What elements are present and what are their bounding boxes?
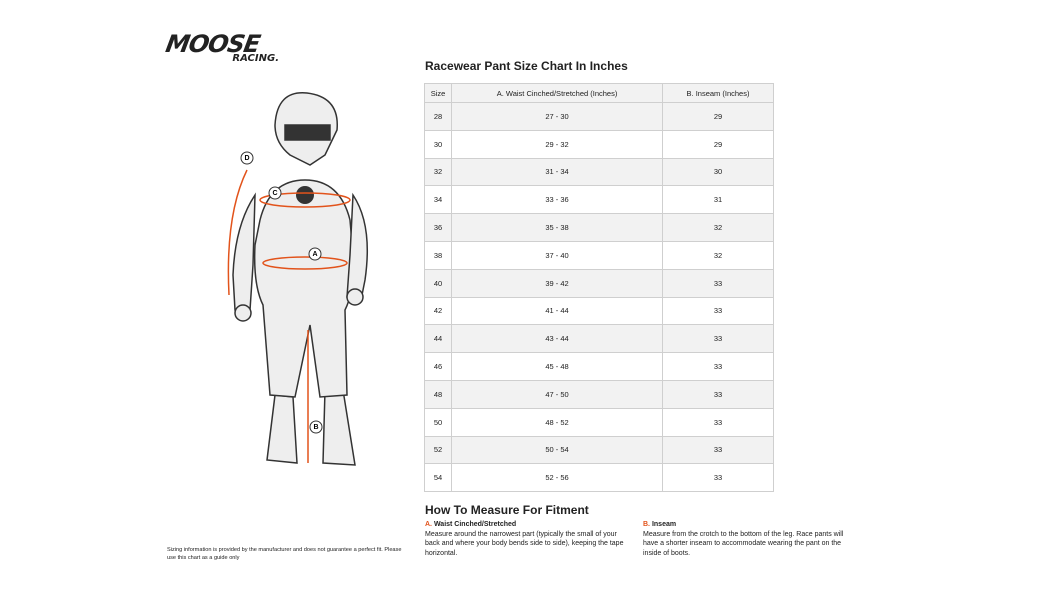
table-cell: 52 (423, 435, 453, 465)
table-row: 50 48 - 52 33 (423, 407, 774, 437)
table-cell: 39 - 42 (451, 268, 664, 298)
label-b: B (313, 424, 318, 431)
table-cell: 40 (423, 268, 453, 298)
table-cell: 33 (662, 379, 774, 409)
table-cell: 33 (662, 407, 774, 437)
table-row: 40 39 - 42 33 (423, 268, 774, 298)
table-row: 48 47 - 50 33 (423, 379, 774, 409)
rider-illustration: A B C D (227, 92, 369, 466)
size-table: Size A. Waist Cinched/Stretched (Inches) B… (423, 83, 774, 493)
fitment-title: How To Measure For Fitment (425, 503, 589, 517)
table-cell: 31 - 34 (451, 157, 664, 187)
table-cell: 43 - 44 (451, 324, 664, 354)
table-cell: 33 (662, 268, 774, 298)
table-cell: 46 (423, 352, 453, 381)
disclaimer: Sizing information is provided by the ma… (167, 547, 402, 561)
item-text: Measure around the narrowest part (typic… (425, 530, 624, 557)
table-cell: 47 - 50 (451, 379, 664, 409)
table-row: 44 43 - 44 33 (423, 324, 774, 354)
table-cell: 33 (662, 296, 774, 326)
table-cell: 38 (423, 240, 453, 270)
table-cell: 37 - 40 (451, 240, 664, 270)
item-heading: A. Waist Cinched/Stretched (425, 520, 630, 530)
table-cell: 33 - 36 (451, 185, 664, 215)
header-cell: B. Inseam (Inches) (662, 83, 774, 103)
table-cell: 36 (423, 213, 453, 242)
table-cell: 33 (662, 435, 774, 465)
table-row: 34 33 - 36 31 (423, 185, 774, 215)
table-cell: 32 (662, 240, 774, 270)
logo-sub: RACING. (232, 53, 279, 64)
table-row: 42 41 - 44 33 (423, 296, 774, 326)
table-cell: 33 (662, 324, 774, 354)
table-cell: 33 (662, 463, 774, 493)
table-row: 38 37 - 40 32 (423, 240, 774, 270)
table-row: 52 50 - 54 33 (423, 435, 774, 465)
table-cell: 45 - 48 (451, 352, 664, 381)
header-cell: Size (423, 83, 453, 103)
table-cell: 50 - 54 (451, 435, 664, 465)
fitment-item: B. Inseam Measure from the crotch to the … (643, 520, 848, 558)
table-row: 30 29 - 32 29 (423, 129, 774, 159)
table-body: 28 27 - 30 29 30 29 - 32 29 32 31 - 34 30 34 33 - … (423, 102, 774, 493)
label-d: D (244, 155, 249, 162)
table-row: 32 31 - 34 30 (423, 157, 774, 187)
fitment-item: A. Waist Cinched/Stretched Measure around… (425, 520, 630, 558)
table-cell: 42 (423, 296, 453, 326)
table-cell: 48 - 52 (451, 407, 664, 437)
table-cell: 28 (423, 102, 453, 131)
table-cell: 29 (662, 129, 774, 159)
item-letter: A. (425, 521, 432, 528)
table-cell: 48 (423, 379, 453, 409)
table-cell: 44 (423, 324, 453, 354)
table-cell: 30 (662, 157, 774, 187)
table-cell: 34 (423, 185, 453, 215)
table-cell: 32 (662, 213, 774, 242)
table-cell: 50 (423, 407, 453, 437)
table-row: 36 35 - 38 32 (423, 213, 774, 242)
table-cell: 33 (662, 352, 774, 381)
item-text: Measure from the crotch to the bottom of… (643, 530, 844, 557)
table-row: 46 45 - 48 33 (423, 352, 774, 381)
table-cell: 31 (662, 185, 774, 215)
item-letter: B. (643, 521, 650, 528)
table-cell: 29 (662, 102, 774, 131)
logo: MOOSE RACING. (163, 30, 291, 64)
table-cell: 29 - 32 (451, 129, 664, 159)
item-heading: B. Inseam (643, 520, 848, 530)
table-row: 28 27 - 30 29 (423, 102, 774, 131)
table-cell: 27 - 30 (451, 102, 664, 131)
chart-title: Racewear Pant Size Chart In Inches (425, 59, 628, 73)
table-cell: 41 - 44 (451, 296, 664, 326)
label-c: C (272, 190, 277, 197)
header-row: Size A. Waist Cinched/Stretched (Inches) B… (423, 83, 774, 103)
table-cell: 35 - 38 (451, 213, 664, 242)
logo-brand: MOOSE (163, 30, 262, 58)
header-cell: A. Waist Cinched/Stretched (Inches) (451, 83, 664, 103)
label-a: A (312, 251, 317, 258)
table-cell: 30 (423, 129, 453, 159)
item-label: Inseam (651, 521, 677, 528)
item-label: Waist Cinched/Stretched (433, 521, 517, 528)
table-cell: 54 (423, 463, 453, 493)
table-cell: 52 - 56 (451, 463, 664, 493)
table-row: 54 52 - 56 33 (423, 463, 774, 493)
table-cell: 32 (423, 157, 453, 187)
